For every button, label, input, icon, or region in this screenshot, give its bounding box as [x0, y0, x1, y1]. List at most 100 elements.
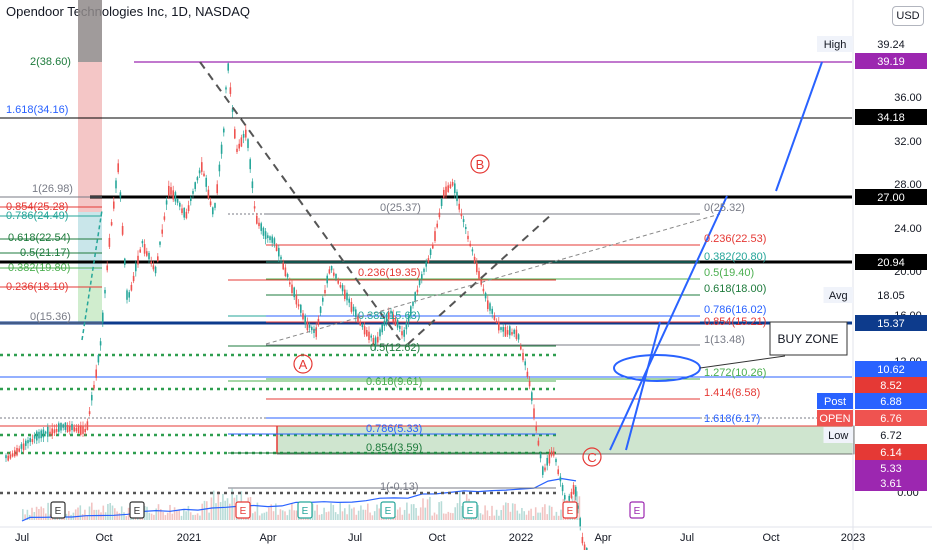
volume-bar [258, 515, 261, 520]
volume-bar [419, 507, 422, 520]
volume-bar [217, 491, 220, 520]
candle-body [297, 304, 300, 307]
candle-body [504, 327, 507, 337]
volume-bar [560, 509, 562, 520]
fib-mid-label: 0.5(12.62) [370, 342, 420, 354]
candle-body [366, 330, 368, 337]
candle-body [346, 292, 348, 301]
price-badge [855, 254, 927, 270]
candle-body [306, 322, 309, 331]
candle-body [581, 537, 584, 544]
fib-left-label: 0.854(25.28) [6, 201, 68, 213]
volume-bar [479, 513, 482, 520]
candle-body [425, 262, 427, 267]
candle-body [559, 476, 562, 482]
volume-bar [74, 509, 77, 520]
volume-bar [208, 512, 210, 520]
volume-bar [346, 514, 348, 520]
volume-bar [447, 511, 450, 520]
price-badge [855, 393, 927, 409]
volume-bar [160, 509, 162, 520]
candle-body [163, 216, 166, 220]
candle-body [412, 301, 414, 306]
candle-body [315, 327, 317, 337]
volume-bar [286, 515, 289, 520]
volume-bar [93, 509, 95, 520]
candle-body [20, 444, 23, 449]
candle-body [148, 252, 150, 260]
price-badge-value: 15.37 [877, 318, 905, 330]
candle-body [339, 284, 342, 288]
candle-body [304, 315, 306, 324]
candle-body [575, 486, 577, 497]
candle-body [401, 331, 403, 336]
candle-body [269, 236, 271, 241]
candle-body [399, 325, 401, 329]
candle-body [190, 197, 192, 202]
candle-body [489, 303, 491, 311]
volume-bar [539, 512, 542, 520]
candle-body [434, 231, 436, 242]
candle-body [416, 289, 419, 293]
volume-bar [408, 513, 410, 520]
volume-bar [456, 503, 459, 520]
volume-bar [316, 504, 318, 520]
candle-body [214, 203, 216, 208]
candle-body [194, 182, 196, 189]
volume-bar [231, 488, 233, 520]
fib-left-label: 0.236(18.10) [6, 281, 68, 293]
volume-bar [459, 491, 461, 520]
fib-right-label: 0.786(16.02) [704, 304, 766, 316]
price-badge-value: 8.52 [880, 380, 901, 392]
volume-bar [537, 512, 539, 520]
trend-dashed-up [407, 213, 553, 345]
volume-bar [530, 508, 532, 520]
volume-bar [378, 508, 381, 520]
x-tick-label: Oct [95, 532, 112, 544]
candle-body [247, 139, 249, 148]
volume-bar [206, 501, 208, 520]
volume-bar [293, 510, 295, 520]
volume-bar [367, 503, 369, 520]
candle-body [201, 162, 203, 172]
volume-bar [353, 507, 355, 520]
candle-body [71, 423, 73, 431]
volume-bar [102, 505, 105, 520]
volume-bar [201, 503, 203, 520]
price-badge-value: 10.62 [877, 364, 905, 376]
volume-bar [440, 501, 443, 520]
volume-bar [325, 512, 328, 520]
candle-body [49, 431, 51, 435]
x-tick-label: Jul [15, 532, 29, 544]
candle-body [69, 426, 71, 432]
candle-body [77, 426, 80, 434]
volume-bar [176, 510, 178, 520]
volume-bar [26, 509, 29, 520]
candle-body [392, 314, 394, 322]
volume-bar [486, 510, 489, 520]
volume-bar [219, 502, 222, 520]
candle-body [480, 280, 482, 285]
candle-body [130, 284, 133, 291]
candle-body [568, 495, 570, 501]
wave-b-circle [470, 154, 490, 174]
volume-bar [344, 508, 346, 520]
candle-body [223, 128, 225, 133]
candle-body [183, 207, 185, 218]
candle-body [370, 335, 372, 338]
candle-body [447, 185, 449, 192]
price-badge [855, 53, 927, 69]
candle-body [379, 329, 381, 337]
candle-body [124, 258, 126, 265]
volume-bar [360, 505, 362, 520]
candle-body [506, 330, 509, 335]
earnings-event-marker [297, 501, 313, 519]
candle-body [330, 266, 333, 271]
currency-selector[interactable]: USD [892, 6, 924, 26]
candle-body [579, 518, 581, 528]
candle-body [242, 133, 245, 138]
volume-bar [528, 510, 530, 520]
candle-body [113, 201, 115, 209]
volume-bar [438, 502, 440, 520]
